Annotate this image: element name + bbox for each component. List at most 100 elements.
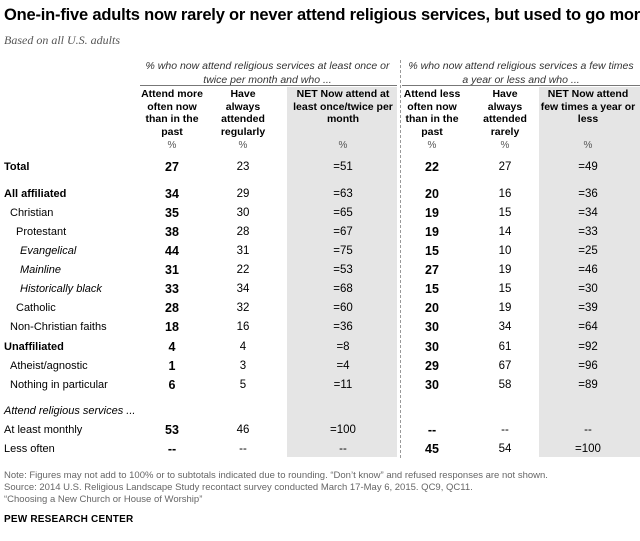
table-cell: 34 xyxy=(236,283,250,295)
table-cell: =68 xyxy=(333,283,353,295)
table-cell: 34 xyxy=(498,321,512,333)
table-cell: 22 xyxy=(236,264,250,276)
table-cell: 33 xyxy=(165,282,179,296)
source-line: Source: 2014 U.S. Religious Landscape St… xyxy=(4,482,473,493)
table-cell: 28 xyxy=(236,226,250,238)
table-cell: =75 xyxy=(333,245,353,257)
percent-symbol: % xyxy=(500,140,510,151)
table-cell: 30 xyxy=(425,340,439,354)
table-cell: 15 xyxy=(498,207,512,219)
table-cell: 22 xyxy=(425,160,439,174)
table-cell: =65 xyxy=(333,207,353,219)
table-cell: 4 xyxy=(239,341,247,353)
table-cell: 19 xyxy=(498,302,512,314)
table-cell: 14 xyxy=(498,226,512,238)
table-cell: =51 xyxy=(333,161,353,173)
table-cell: 31 xyxy=(165,263,179,277)
table-row: At least monthly 53 46 =100 -- -- -- xyxy=(0,423,640,442)
table-row: Total 27 23 =51 22 27 =49 xyxy=(0,160,640,179)
table-cell: =92 xyxy=(578,341,598,353)
footnote: Note: Figures may not add to 100% or to … xyxy=(4,470,548,506)
group-rule-right xyxy=(402,85,640,86)
column-header-3: NET Now attend at least once/twice per m… xyxy=(293,88,393,125)
table-cell: -- xyxy=(239,443,247,455)
table-cell: =25 xyxy=(578,245,598,257)
table-cell: 15 xyxy=(425,282,439,296)
table-cell: 30 xyxy=(425,320,439,334)
row-label: Evangelical xyxy=(20,245,77,257)
table-cell: 67 xyxy=(498,360,512,372)
row-label: Catholic xyxy=(16,302,56,314)
table-cell: 16 xyxy=(236,321,250,333)
column-divider xyxy=(400,60,401,458)
table-cell: =34 xyxy=(578,207,598,219)
table-cell: =30 xyxy=(578,283,598,295)
table-cell: 5 xyxy=(239,379,247,391)
table-cell: =64 xyxy=(578,321,598,333)
column-header-5: Have always attended rarely xyxy=(483,88,527,138)
note-line: Note: Figures may not add to 100% or to … xyxy=(4,470,548,481)
table-cell: 28 xyxy=(165,301,179,315)
row-label: Non-Christian faiths xyxy=(10,321,107,333)
net-right-shade xyxy=(539,87,640,457)
table-cell: 31 xyxy=(236,245,250,257)
group-header-left: % who now attend religious services at l… xyxy=(145,60,390,86)
percent-symbol: % xyxy=(238,140,248,151)
table-cell: 54 xyxy=(498,443,512,455)
table-cell: =100 xyxy=(575,443,601,455)
table-cell: 61 xyxy=(498,341,512,353)
table-cell: =11 xyxy=(333,379,353,391)
table-cell: 27 xyxy=(498,161,512,173)
row-label: Total xyxy=(4,161,30,173)
table-cell: -- xyxy=(339,443,347,455)
table-cell: 35 xyxy=(165,206,179,220)
table-cell: =8 xyxy=(336,341,350,353)
pew-logo-text: PEW RESEARCH CENTER xyxy=(4,514,134,525)
group-rule-left xyxy=(140,85,397,86)
table-row: Evangelical 44 31 =75 15 10 =25 xyxy=(0,244,640,263)
table-cell: 32 xyxy=(236,302,250,314)
row-label: Nothing in particular xyxy=(10,379,108,391)
table-cell: 10 xyxy=(498,245,512,257)
table-cell: =96 xyxy=(578,360,598,372)
row-label: Christian xyxy=(10,207,54,219)
row-label: Unaffiliated xyxy=(4,341,64,353)
table-cell: -- xyxy=(167,442,177,456)
column-header-2: Have always attended regularly xyxy=(220,88,266,138)
table-cell: 4 xyxy=(168,340,176,354)
table-cell: =36 xyxy=(333,321,353,333)
table-cell: 27 xyxy=(425,263,439,277)
table-cell: 15 xyxy=(425,244,439,258)
table-cell: 19 xyxy=(498,264,512,276)
table-cell: 44 xyxy=(165,244,179,258)
table-row: Unaffiliated 4 4 =8 30 61 =92 xyxy=(0,340,640,359)
table-cell: =36 xyxy=(578,188,598,200)
table-cell: =46 xyxy=(578,264,598,276)
group-header-right: % who now attend religious services a fe… xyxy=(408,60,634,86)
table-cell: 30 xyxy=(425,378,439,392)
subtitle: Based on all U.S. adults xyxy=(4,33,120,47)
table-cell: 20 xyxy=(425,301,439,315)
table-cell: 19 xyxy=(425,206,439,220)
table-cell: 6 xyxy=(168,378,176,392)
row-label: Less often xyxy=(4,443,55,455)
table-cell: -- xyxy=(501,424,509,436)
report-title-line: “Choosing a New Church or House of Worsh… xyxy=(4,494,203,505)
row-label: Mainline xyxy=(20,264,61,276)
table-row: Christian 35 30 =65 19 15 =34 xyxy=(0,206,640,225)
table-cell: =4 xyxy=(336,360,350,372)
table-cell: 19 xyxy=(425,225,439,239)
table-cell: 23 xyxy=(236,161,250,173)
percent-symbol: % xyxy=(167,140,177,151)
table-row: Catholic 28 32 =60 20 19 =39 xyxy=(0,301,640,320)
table-cell: 3 xyxy=(239,360,247,372)
table-cell: -- xyxy=(584,424,592,436)
row-label: Protestant xyxy=(16,226,67,238)
row-label: Atheist/agnostic xyxy=(10,360,88,372)
table-row: Less often -- -- -- 45 54 =100 xyxy=(0,442,640,461)
percent-symbol: % xyxy=(583,140,593,151)
table-cell: 58 xyxy=(498,379,512,391)
table-cell: 34 xyxy=(165,187,179,201)
table-cell: 45 xyxy=(425,442,439,456)
row-label: Historically black xyxy=(20,283,102,295)
